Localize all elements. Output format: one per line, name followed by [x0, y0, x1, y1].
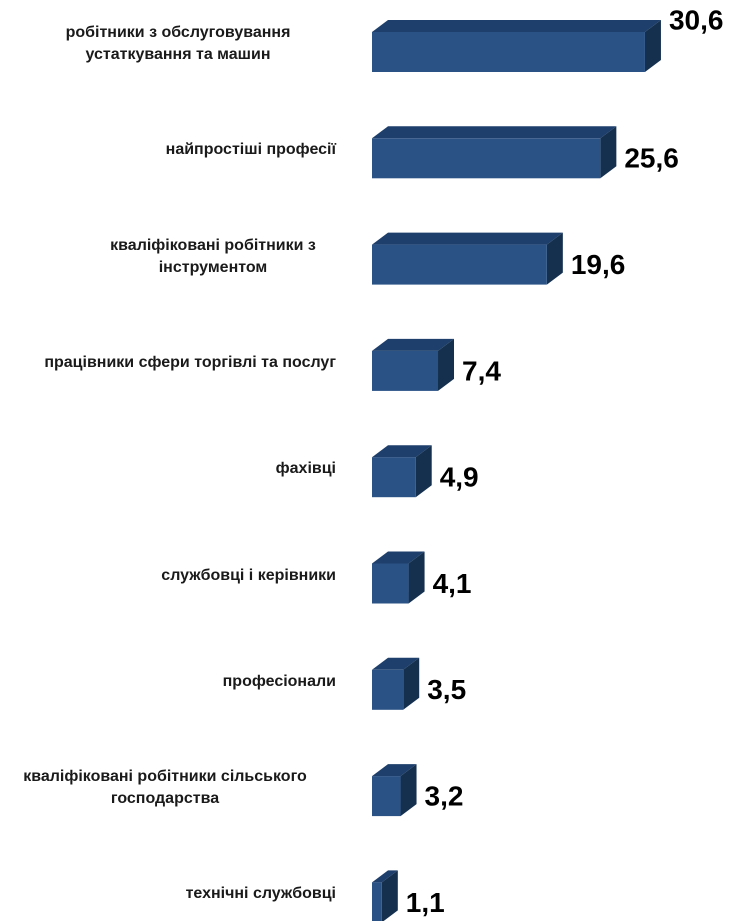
category-label: робітники з обслуговування устаткування … — [65, 24, 291, 63]
bar-top — [372, 445, 432, 458]
bar-top — [372, 764, 417, 777]
value-label: 30,6 — [669, 4, 724, 35]
bar — [372, 32, 645, 72]
bar-side — [644, 20, 661, 72]
bar — [372, 563, 409, 604]
value-label: 4,9 — [440, 462, 479, 493]
bar — [372, 244, 547, 285]
category-label: професіонали — [222, 672, 336, 690]
bar-top — [372, 338, 455, 351]
bar-side — [403, 657, 420, 710]
category-label: кваліфіковані робітники з інструментом — [110, 236, 316, 276]
value-label: 3,2 — [425, 780, 464, 811]
category-label: найпростіші професії — [165, 141, 336, 159]
value-label: 19,6 — [571, 249, 626, 280]
category-label: технічні службовці — [185, 885, 336, 903]
category-label: службовці і керівники — [161, 566, 336, 584]
value-label: 7,4 — [462, 355, 501, 386]
value-label: 25,6 — [624, 143, 679, 174]
bar — [372, 776, 401, 817]
category-label: кваліфіковані робітники сільського госпо… — [23, 768, 307, 808]
bar-top — [372, 657, 420, 670]
bar — [372, 882, 382, 921]
bar-side — [408, 551, 425, 604]
value-label: 3,5 — [427, 674, 466, 705]
category-label: працівники сфери торгівлі та послуг — [44, 353, 336, 371]
bar-side — [381, 870, 398, 921]
bar-top — [372, 232, 563, 245]
bar — [372, 669, 404, 710]
bar-top — [372, 20, 661, 32]
bar — [372, 350, 439, 391]
value-label: 1,1 — [406, 887, 445, 918]
category-label: фахівці — [275, 460, 336, 478]
bar — [372, 457, 416, 498]
bar — [372, 138, 601, 179]
bar-top — [372, 870, 398, 883]
bar-side — [600, 126, 617, 179]
bar-side — [400, 764, 417, 817]
bar-side — [415, 445, 432, 498]
bar-top — [372, 551, 425, 564]
bar-side — [438, 338, 455, 391]
bar-top — [372, 126, 617, 139]
bar-side — [546, 232, 563, 285]
value-label: 4,1 — [433, 568, 472, 599]
